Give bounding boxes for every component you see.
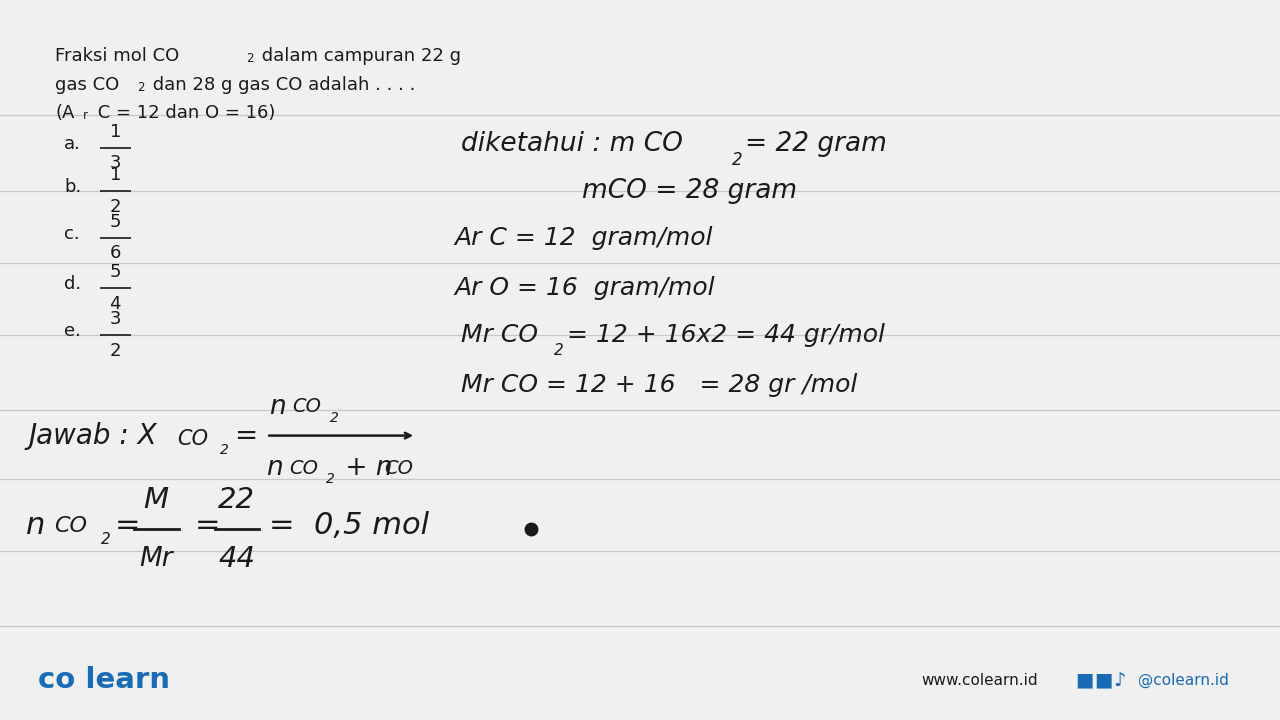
Text: 2: 2 xyxy=(220,443,229,457)
Text: c.: c. xyxy=(64,225,79,243)
Text: CO: CO xyxy=(54,516,87,536)
Text: dan 28 g gas CO adalah . . . .: dan 28 g gas CO adalah . . . . xyxy=(147,76,416,94)
Text: 6: 6 xyxy=(110,245,120,262)
Text: ♪: ♪ xyxy=(1114,671,1126,690)
Text: (A: (A xyxy=(55,104,74,122)
Text: 2: 2 xyxy=(110,341,120,359)
Text: b.: b. xyxy=(64,179,81,197)
Text: CO: CO xyxy=(177,429,207,449)
Text: 2: 2 xyxy=(326,472,335,486)
Text: n: n xyxy=(266,455,283,481)
Text: d.: d. xyxy=(64,276,81,294)
Text: r: r xyxy=(83,109,88,122)
Text: =: = xyxy=(115,511,141,540)
Text: 3: 3 xyxy=(110,154,120,172)
Text: @colearn.id: @colearn.id xyxy=(1133,672,1229,688)
Text: Mr CO = 12 + 16   = 28 gr /mol: Mr CO = 12 + 16 = 28 gr /mol xyxy=(461,373,858,397)
Text: n: n xyxy=(269,394,285,420)
Text: Mr CO: Mr CO xyxy=(461,323,538,347)
Text: 22: 22 xyxy=(219,487,255,514)
Text: 2: 2 xyxy=(137,81,145,94)
Text: 3: 3 xyxy=(110,310,120,328)
Text: gas CO: gas CO xyxy=(55,76,119,94)
Text: =: = xyxy=(195,511,220,540)
Text: 2: 2 xyxy=(330,410,339,425)
Text: 2: 2 xyxy=(101,533,111,547)
Text: 2: 2 xyxy=(110,197,120,216)
Text: CO: CO xyxy=(384,459,413,477)
Text: + n: + n xyxy=(337,455,392,481)
Text: Fraksi mol CO: Fraksi mol CO xyxy=(55,47,179,65)
Text: = 12 + 16x2 = 44 gr/mol: = 12 + 16x2 = 44 gr/mol xyxy=(567,323,884,347)
Text: a.: a. xyxy=(64,135,81,153)
Text: n: n xyxy=(26,511,45,540)
Text: 2: 2 xyxy=(732,151,742,169)
Text: co learn: co learn xyxy=(38,667,170,694)
Text: 4: 4 xyxy=(110,295,120,312)
Text: 1: 1 xyxy=(110,122,120,141)
Text: = 22 gram: = 22 gram xyxy=(745,131,887,157)
Text: =  0,5 mol: = 0,5 mol xyxy=(269,511,429,540)
Text: Ar O = 16  gram/mol: Ar O = 16 gram/mol xyxy=(454,276,716,300)
Text: dalam campuran 22 g: dalam campuran 22 g xyxy=(256,47,461,65)
Text: =: = xyxy=(234,422,257,449)
Text: C = 12 dan O = 16): C = 12 dan O = 16) xyxy=(92,104,275,122)
Text: 1: 1 xyxy=(110,166,120,184)
Text: CO: CO xyxy=(292,397,321,416)
Text: Ar C = 12  gram/mol: Ar C = 12 gram/mol xyxy=(454,225,713,250)
Text: Jawab : X: Jawab : X xyxy=(28,422,156,449)
Text: e.: e. xyxy=(64,323,81,340)
Text: ■: ■ xyxy=(1075,671,1093,690)
Text: 2: 2 xyxy=(554,343,564,358)
Text: mCO = 28 gram: mCO = 28 gram xyxy=(582,178,797,204)
Text: www.colearn.id: www.colearn.id xyxy=(922,673,1038,688)
Text: M: M xyxy=(143,487,169,514)
Text: ■: ■ xyxy=(1094,671,1112,690)
Text: 44: 44 xyxy=(219,546,255,573)
Text: Mr: Mr xyxy=(140,546,173,572)
Text: CO: CO xyxy=(289,459,319,477)
Text: 2: 2 xyxy=(246,52,253,65)
Text: diketahui : m CO: diketahui : m CO xyxy=(461,131,682,157)
Text: 5: 5 xyxy=(110,264,120,281)
Text: 5: 5 xyxy=(110,212,120,230)
